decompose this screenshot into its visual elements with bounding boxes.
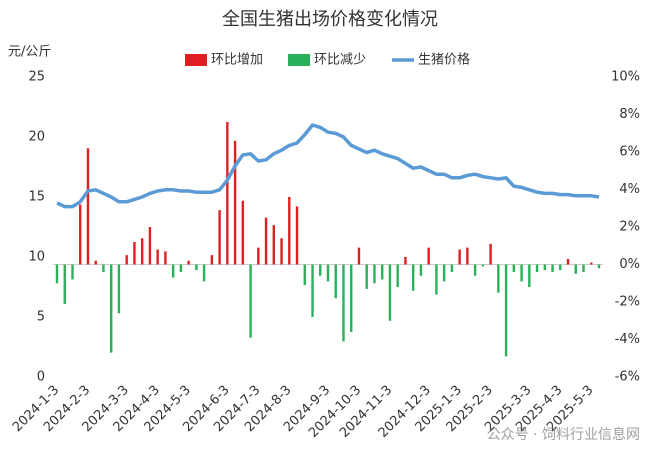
- y2-tick-label: 2%: [619, 220, 640, 235]
- bar: [535, 264, 539, 272]
- y-axis-label: 元/公斤: [8, 45, 51, 60]
- bar: [218, 210, 221, 265]
- bar: [504, 264, 508, 357]
- y-tick-label: 15: [28, 190, 45, 205]
- y2-tick-label: -6%: [615, 370, 640, 385]
- bar: [489, 243, 492, 265]
- bar: [466, 247, 469, 265]
- bar: [117, 264, 121, 314]
- bar: [125, 255, 128, 265]
- bar: [365, 264, 368, 289]
- bar: [233, 140, 237, 265]
- bar: [404, 257, 407, 265]
- bar: [388, 264, 392, 321]
- bar: [257, 247, 260, 265]
- legend-label: 环比增加: [211, 53, 263, 68]
- bar: [442, 264, 446, 282]
- bar: [559, 264, 562, 271]
- y-tick-label: 25: [28, 70, 45, 85]
- bar: [357, 247, 361, 265]
- bar: [79, 204, 82, 265]
- bar: [148, 227, 152, 265]
- bar: [110, 264, 113, 353]
- bar: [86, 148, 90, 265]
- bar: [481, 264, 485, 267]
- bar: [551, 264, 554, 272]
- bar: [566, 258, 570, 265]
- bar: [140, 238, 144, 265]
- bar: [381, 264, 384, 280]
- bar: [171, 264, 175, 278]
- bar: [597, 264, 601, 269]
- bar: [55, 264, 59, 284]
- bar: [179, 264, 183, 272]
- bar: [164, 251, 167, 265]
- bar: [249, 264, 252, 338]
- bar: [264, 217, 268, 265]
- bar: [543, 264, 546, 271]
- bar: [94, 260, 97, 265]
- bar: [295, 206, 299, 265]
- bar: [288, 197, 291, 265]
- bar: [435, 264, 438, 295]
- bar: [102, 264, 105, 272]
- bar: [326, 264, 330, 282]
- bar: [71, 264, 74, 280]
- bar: [419, 264, 423, 276]
- bar: [63, 264, 66, 304]
- y-tick-label: 10: [28, 250, 45, 265]
- bar: [241, 200, 245, 265]
- bar: [427, 247, 430, 265]
- bar: [373, 264, 376, 284]
- bar: [528, 264, 531, 287]
- bar: [319, 264, 322, 276]
- bar: [450, 264, 454, 272]
- y2-tick-label: 10%: [611, 70, 640, 85]
- bar: [574, 264, 577, 274]
- bar: [280, 238, 283, 265]
- bar: [202, 264, 206, 282]
- bar: [520, 264, 523, 282]
- bar: [512, 264, 516, 272]
- bar: [187, 260, 190, 265]
- legend-swatch: [288, 54, 310, 66]
- y2-tick-label: 8%: [619, 107, 640, 122]
- y2-tick-label: 0%: [619, 257, 640, 272]
- watermark: 公众号 · 饲料行业信息网: [487, 426, 640, 443]
- bar: [473, 264, 477, 276]
- bar: [350, 264, 353, 332]
- legend-label: 环比减少: [314, 53, 366, 68]
- bar: [590, 262, 593, 265]
- price-line: [56, 123, 600, 209]
- chart-title: 全国生猪出场价格变化情况: [222, 9, 438, 30]
- bar: [334, 264, 337, 299]
- legend-swatch: [185, 54, 207, 66]
- bar: [226, 122, 229, 265]
- bar: [272, 225, 275, 265]
- y2-tick-label: -4%: [615, 332, 640, 347]
- bar: [303, 264, 306, 286]
- bar: [497, 264, 500, 293]
- y-tick-label: 0: [37, 370, 45, 385]
- bar: [396, 264, 399, 287]
- y2-tick-label: -2%: [615, 295, 640, 310]
- bar: [411, 264, 415, 291]
- y-tick-label: 20: [28, 130, 45, 145]
- bar: [342, 264, 345, 342]
- bar: [156, 249, 159, 265]
- bar: [582, 264, 585, 272]
- bar: [133, 242, 136, 265]
- y2-tick-label: 4%: [619, 182, 640, 197]
- y2-tick-label: 6%: [619, 145, 640, 160]
- legend-label: 生猪价格: [418, 52, 470, 68]
- bar: [195, 264, 198, 271]
- bar: [458, 249, 461, 265]
- y-tick-label: 5: [37, 310, 45, 325]
- bar: [210, 255, 214, 265]
- bar: [311, 264, 314, 317]
